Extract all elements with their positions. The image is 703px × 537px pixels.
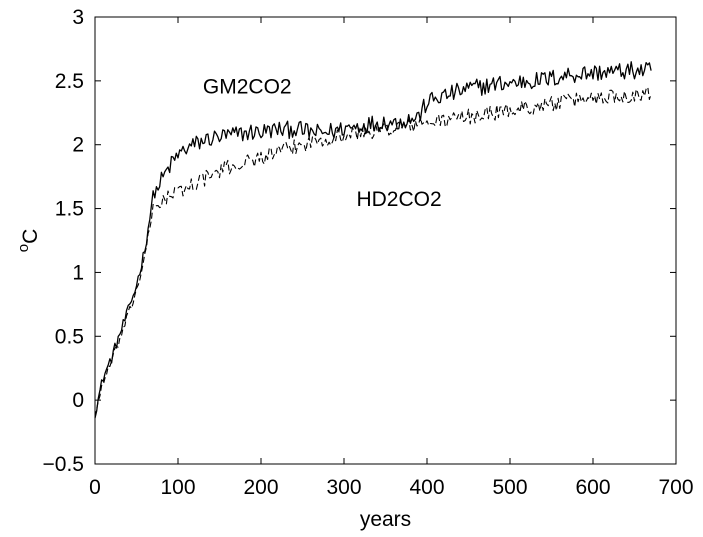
plot-frame bbox=[94, 16, 677, 465]
x-axis-label: years bbox=[360, 508, 411, 531]
x-tick-label: 100 bbox=[160, 476, 195, 499]
x-axis-ticks: 0 100 200 300 400 500 600 700 bbox=[89, 17, 694, 499]
y-axis-label-unit: C bbox=[19, 229, 42, 244]
svg-text:oC: oC bbox=[15, 229, 42, 253]
series-line-solid bbox=[94, 61, 652, 419]
x-tick-label: 400 bbox=[409, 476, 444, 499]
x-tick-label: 0 bbox=[89, 476, 101, 499]
series-annotation-label: HD2CO2 bbox=[356, 188, 441, 211]
series-line-dashed bbox=[94, 86, 652, 418]
y-tick-label: 1 bbox=[72, 261, 84, 284]
series-layer bbox=[94, 61, 652, 419]
annotations-layer: GM2CO2 HD2CO2 bbox=[203, 76, 442, 211]
y-tick-label: 0 bbox=[72, 389, 84, 412]
x-tick-label: 500 bbox=[492, 476, 527, 499]
y-tick-label: 0.5 bbox=[55, 325, 84, 348]
series-annotation-label: GM2CO2 bbox=[203, 76, 292, 99]
y-axis-label-superscript: o bbox=[15, 244, 32, 252]
x-tick-label: 200 bbox=[243, 476, 278, 499]
y-axis-ticks: −0.5 0 0.5 1 1.5 2 2.5 3 bbox=[43, 6, 676, 476]
y-tick-label: 2 bbox=[72, 134, 84, 157]
x-tick-label: 300 bbox=[326, 476, 361, 499]
y-tick-label: 1.5 bbox=[55, 198, 84, 221]
y-tick-label: 3 bbox=[72, 6, 84, 29]
y-tick-label: 2.5 bbox=[55, 70, 84, 93]
x-tick-label: 700 bbox=[658, 476, 693, 499]
y-axis-label: oC bbox=[15, 229, 42, 253]
y-tick-label: −0.5 bbox=[43, 453, 84, 476]
x-tick-label: 600 bbox=[575, 476, 610, 499]
